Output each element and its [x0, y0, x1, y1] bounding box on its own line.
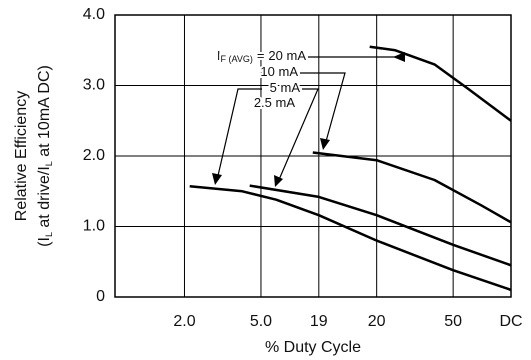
series-name: 20 mA — [268, 48, 306, 63]
y-axis-label-part: L — [44, 232, 54, 237]
symbol: I — [217, 48, 221, 63]
x-tick-label: 50 — [444, 313, 462, 330]
arrowhead — [212, 173, 222, 185]
series-line — [369, 45, 512, 122]
series-label: IF (AVG) = 20 mA — [217, 48, 306, 64]
y-tick-label: 2.0 — [83, 147, 105, 164]
symbol-sub: F (AVG) — [220, 54, 252, 64]
series-label: 2.5 mA — [254, 95, 296, 110]
x-tick-label: 5.0 — [250, 313, 272, 330]
y-tick-label: 4.0 — [83, 6, 105, 23]
x-tick-label: DC — [499, 313, 522, 330]
y-tick-label: 0 — [96, 288, 105, 305]
series-name: 5 mA — [270, 80, 301, 95]
y-axis-label: (IL at drive/IL at 10mA DC) — [36, 65, 54, 247]
y-tick-label: 1.0 — [83, 218, 105, 235]
arrowhead — [393, 52, 405, 62]
leader-lines — [216, 56, 395, 183]
series-name: 2.5 mA — [254, 95, 296, 110]
series-line — [249, 184, 512, 267]
series-line — [312, 151, 512, 224]
x-axis-label: % Duty Cycle — [265, 339, 361, 356]
y-axis-label-part: at 10mA DC) — [36, 65, 53, 161]
x-tick-label: 20 — [368, 313, 386, 330]
leader — [300, 72, 346, 146]
arrowheads — [212, 52, 405, 187]
y-axis-label-part: at drive/I — [36, 166, 53, 232]
arrowhead — [274, 175, 283, 187]
x-tick-label: 19 — [310, 313, 328, 330]
leader — [216, 88, 262, 181]
y-axis-label-part: (I — [36, 237, 53, 247]
series-line — [189, 185, 512, 292]
series-name: 10 mA — [260, 64, 298, 79]
y-axis-label-part: L — [44, 161, 54, 166]
series-label: 5 mA — [270, 80, 301, 95]
y-tick-label: 3.0 — [83, 77, 105, 94]
leader — [277, 88, 319, 183]
equals: = — [257, 48, 265, 63]
plot-frame — [114, 14, 512, 298]
x-tick-label: 2.0 — [173, 313, 195, 330]
arrowhead — [320, 138, 330, 150]
series-label: 10 mA — [260, 64, 298, 79]
y-axis-label: Relative Efficiency — [13, 91, 30, 221]
